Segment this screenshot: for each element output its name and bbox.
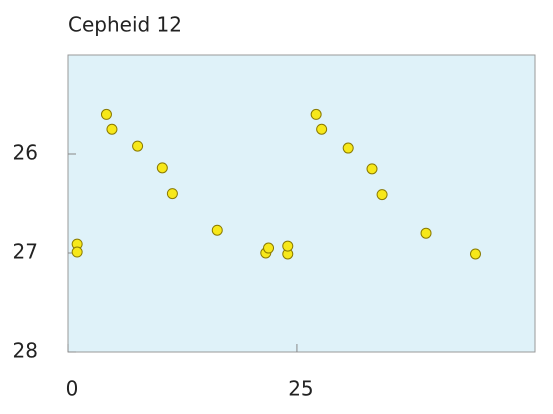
data-point <box>263 242 275 254</box>
y-tick-label: 26 <box>13 141 38 165</box>
plot-area <box>67 54 536 353</box>
data-point <box>106 123 118 135</box>
data-point <box>132 140 144 152</box>
data-point <box>376 189 388 201</box>
data-point <box>342 142 354 154</box>
data-point <box>420 227 432 239</box>
data-point <box>282 240 294 252</box>
data-point <box>366 163 378 175</box>
y-tick-label: 28 <box>13 339 38 363</box>
x-tick-label: 0 <box>66 377 79 401</box>
data-point <box>211 224 223 236</box>
y-tick-label: 27 <box>13 240 38 264</box>
data-point <box>156 162 168 174</box>
data-point <box>71 246 83 258</box>
data-point <box>100 108 112 120</box>
x-tick-label: 25 <box>288 377 313 401</box>
data-point <box>469 248 481 260</box>
chart-title: Cepheid 12 <box>68 13 182 37</box>
data-point <box>166 188 178 200</box>
data-point <box>310 108 322 120</box>
data-point <box>316 123 328 135</box>
